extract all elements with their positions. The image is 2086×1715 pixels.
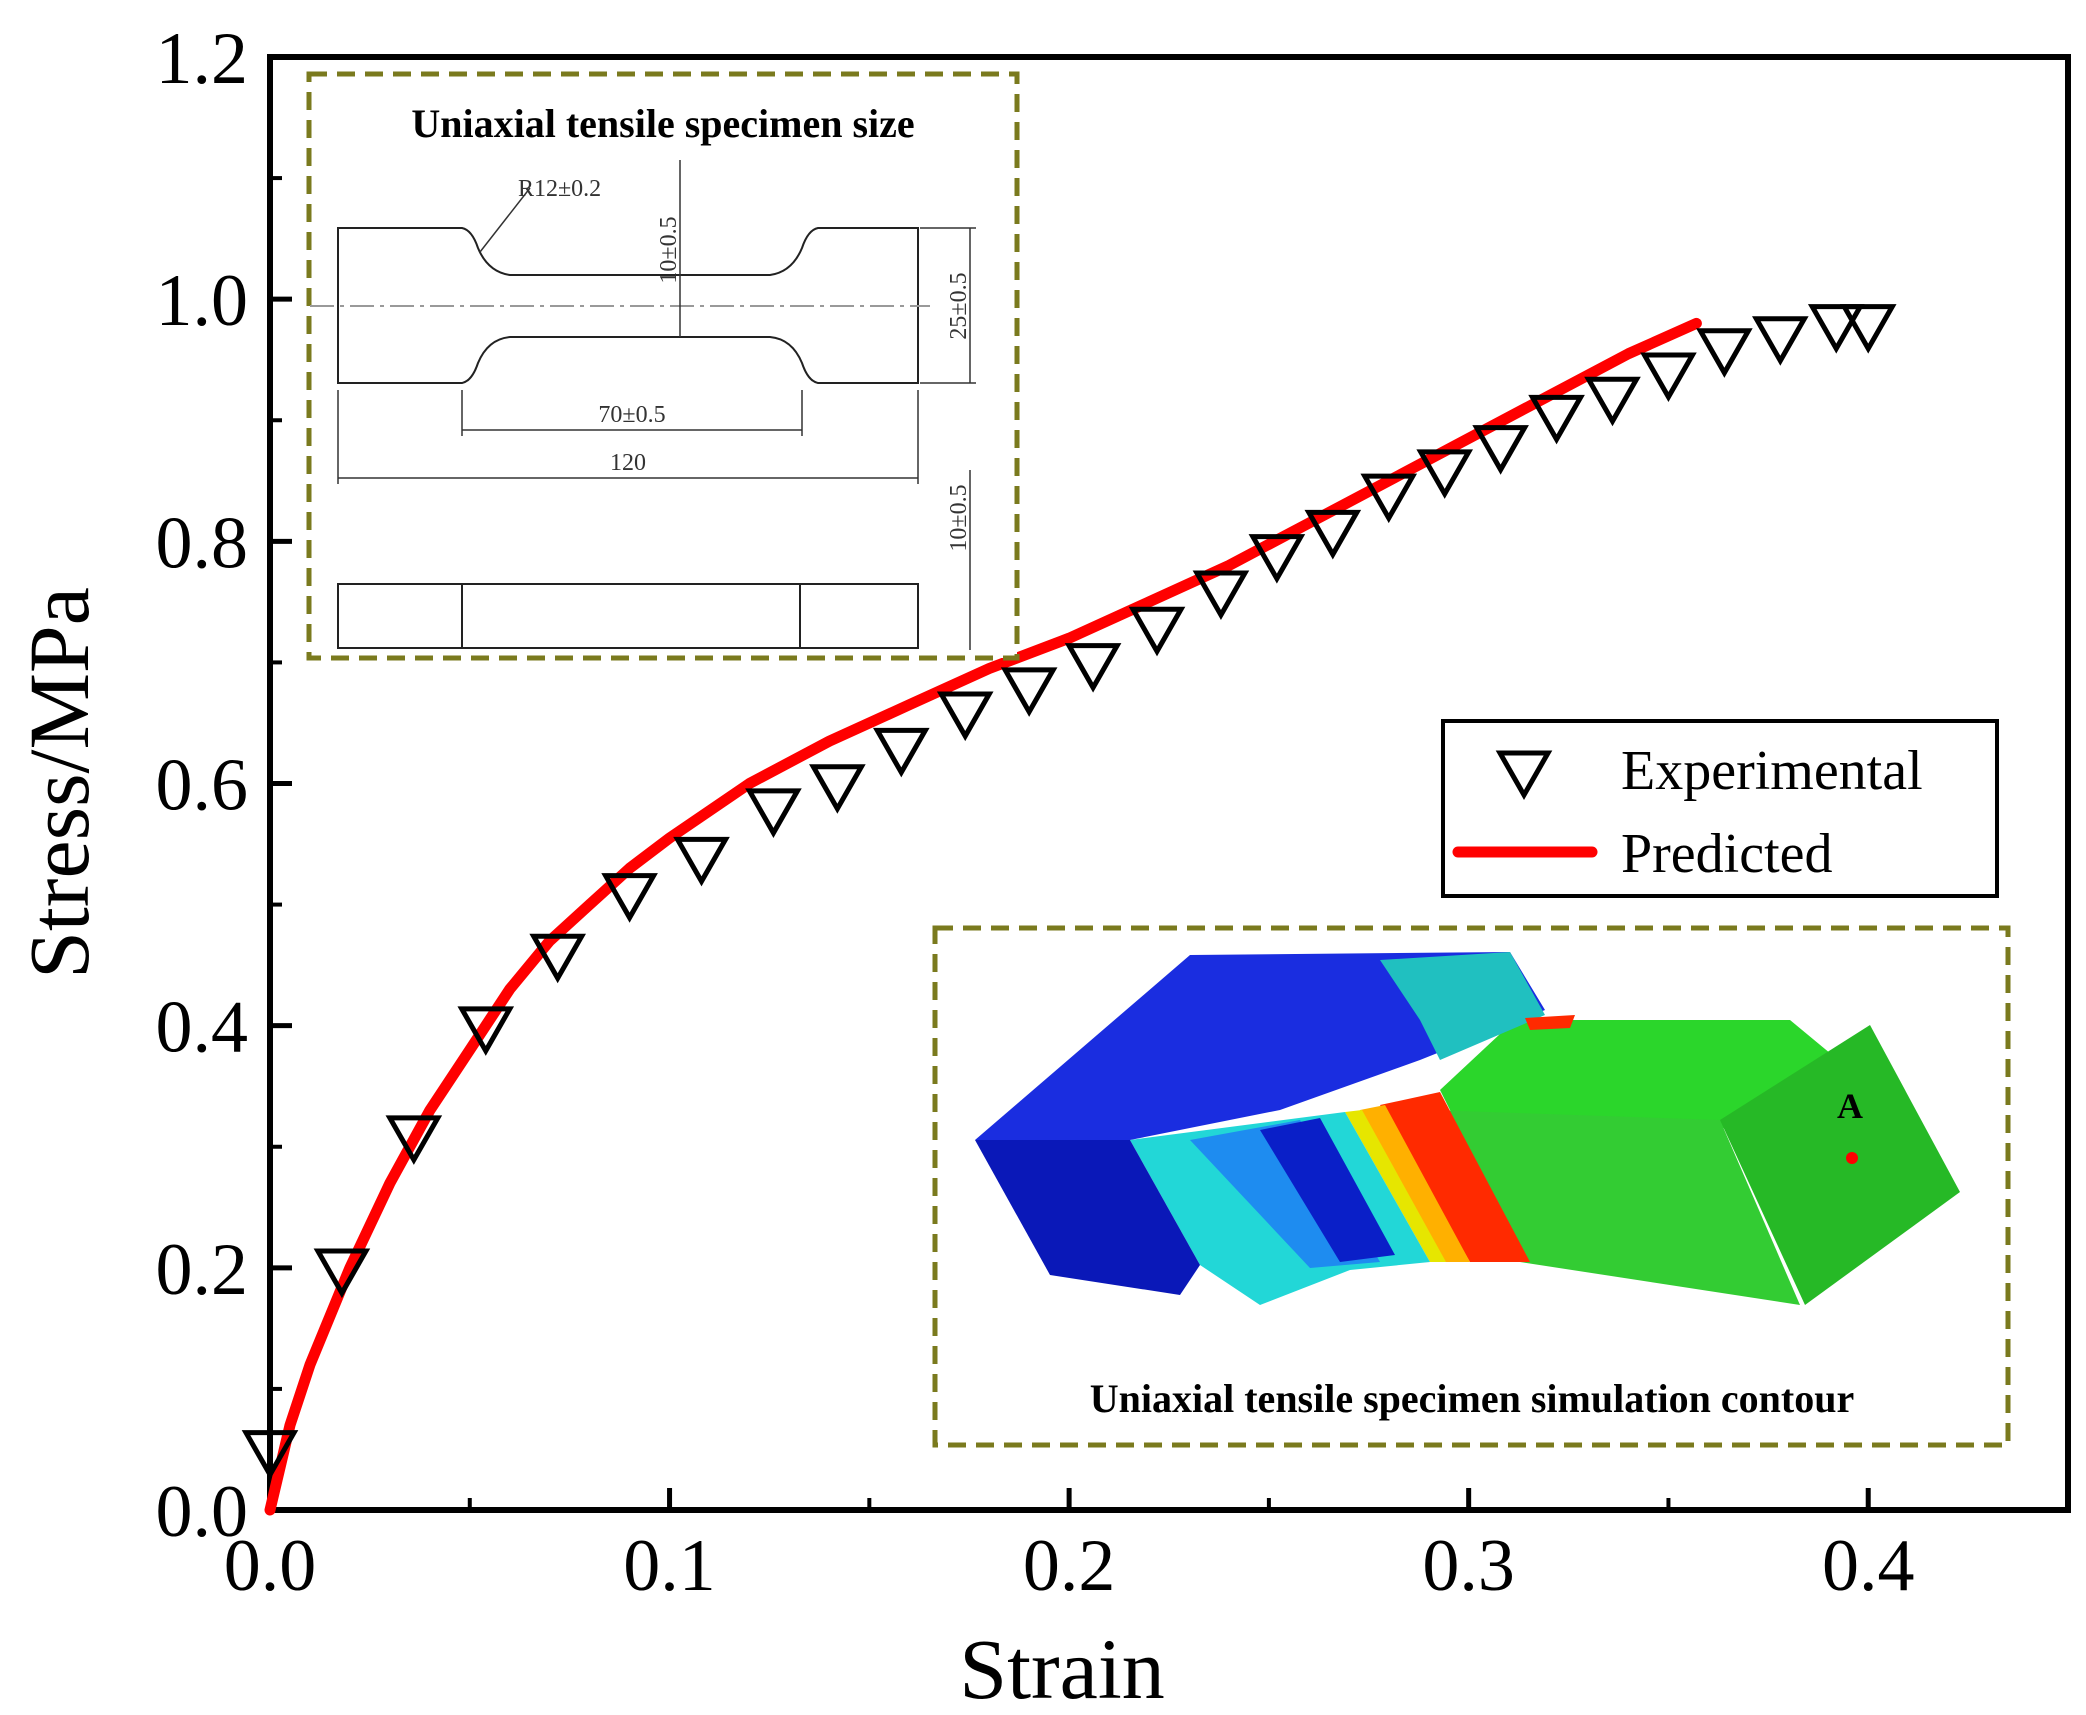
legend: Experimental Predicted — [1441, 719, 1999, 898]
legend-box — [1441, 719, 1999, 898]
experimental-point — [745, 788, 802, 838]
experimental-point — [1000, 667, 1058, 717]
experimental-point — [313, 1248, 371, 1299]
contour-darkblue-core — [1260, 1118, 1395, 1262]
legend-experimental-marker — [1495, 750, 1553, 801]
dim-thickness: 10±0.5 — [946, 484, 972, 551]
experimental-point — [1304, 509, 1362, 560]
experimental-point — [1416, 449, 1474, 499]
experimental-point — [1064, 643, 1122, 693]
experimental-point — [1360, 473, 1418, 524]
experimental-point — [1807, 304, 1865, 354]
inset-top-border — [306, 71, 1020, 661]
contour-teal-stripe — [1380, 952, 1545, 1060]
y-tick-label: 0.8 — [156, 502, 249, 584]
experimental-point — [872, 727, 930, 778]
dim-radius: R12±0.2 — [518, 176, 601, 202]
experimental-point — [529, 933, 586, 984]
contour-red-band — [1380, 1092, 1530, 1262]
contour-blue-front — [975, 1140, 1200, 1295]
x-tick-label: 0.3 — [1422, 1525, 1515, 1607]
contour-orange-edge — [1360, 1105, 1470, 1262]
inset-bottom-title: Uniaxial tensile specimen simulation con… — [1090, 1376, 1854, 1421]
y-tick-label: 0.0 — [156, 1471, 249, 1553]
legend-experimental-label: Experimental — [1621, 740, 1923, 802]
contour-hotspot — [1525, 1015, 1575, 1030]
series-layer — [241, 304, 1897, 1516]
experimental-point — [457, 1006, 515, 1056]
experimental-point — [1128, 606, 1186, 657]
specimen-contour-3d — [975, 952, 1960, 1305]
experimental-point — [936, 691, 994, 742]
experimental-point — [1248, 534, 1306, 584]
experimental-point — [1696, 328, 1753, 378]
x-tick-label: 0.2 — [1023, 1525, 1116, 1607]
dim-total-length: 120 — [610, 450, 646, 476]
x-tick-label: 0.1 — [623, 1525, 716, 1607]
contour-yellow-edge — [1345, 1110, 1446, 1262]
specimen-top-view — [310, 227, 930, 384]
y-axis-ticks: 0.0 0.2 0.4 0.6 0.8 1.0 1.2 — [156, 18, 292, 1553]
experimental-point — [1584, 376, 1641, 427]
contour-green-end — [1720, 1025, 1960, 1305]
experimental-point — [1472, 425, 1529, 475]
predicted-series-line — [264, 317, 1702, 1516]
y-tick-label: 1.2 — [156, 18, 249, 100]
experimental-point — [1752, 316, 1809, 366]
point-a-marker — [1846, 1152, 1858, 1164]
x-axis-ticks: 0.0 0.1 0.2 0.3 0.4 — [224, 1488, 1915, 1607]
experimental-point — [1192, 570, 1250, 621]
specimen-upper-outline — [337, 227, 919, 384]
experimental-point — [1839, 304, 1897, 354]
point-a-label: A — [1837, 1086, 1863, 1126]
dim-total-width: 25±0.5 — [946, 272, 972, 339]
inset-specimen-size: Uniaxial tensile specimen size R12±0.2 7… — [306, 71, 1020, 661]
x-axis-title: Strain — [959, 1621, 1164, 1715]
experimental-point — [673, 836, 730, 887]
inset-top-title: Uniaxial tensile specimen size — [411, 101, 914, 146]
experimental-point — [809, 764, 866, 814]
y-axis-title: Stress/MPa — [11, 587, 107, 979]
inset-simulation-contour: A Uniaxial tensile specimen simulation c… — [932, 925, 2011, 1448]
y-tick-label: 0.6 — [156, 745, 249, 827]
x-tick-label: 0.0 — [224, 1525, 317, 1607]
x-tick-label: 0.4 — [1822, 1525, 1915, 1607]
y-tick-label: 0.2 — [156, 1229, 249, 1311]
experimental-point — [1640, 352, 1697, 403]
y-tick-label: 1.0 — [156, 260, 249, 342]
y-tick-label: 0.4 — [156, 987, 249, 1069]
dimension-lines — [337, 160, 976, 650]
experimental-point — [601, 873, 658, 923]
specimen-side-view — [337, 583, 919, 649]
experimental-point — [385, 1115, 443, 1165]
experimental-point — [241, 1430, 299, 1480]
experimental-point — [1528, 394, 1585, 445]
contour-blue-top — [975, 952, 1545, 1140]
dim-gauge-length: 70±0.5 — [598, 402, 665, 428]
legend-predicted-label: Predicted — [1621, 823, 1832, 885]
dim-neck-width: 10±0.5 — [656, 216, 682, 283]
